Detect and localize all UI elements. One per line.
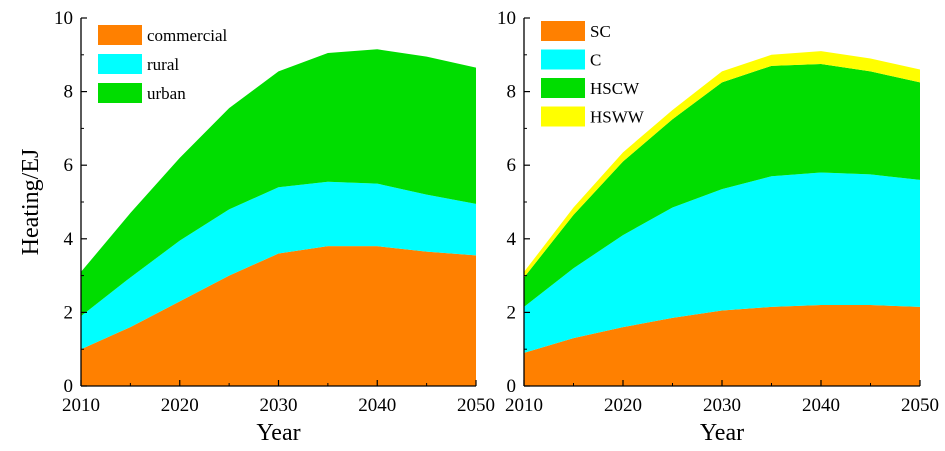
area-rural	[81, 181, 476, 350]
y-tick-label: 10	[54, 8, 73, 29]
x-tick-label: 2030	[260, 395, 298, 416]
y-tick-label: 6	[507, 155, 517, 176]
y-tick-label: 2	[507, 302, 517, 323]
y-tick-label: 8	[507, 82, 517, 103]
y-tick-label: 4	[507, 229, 517, 250]
y-tick-label: 0	[507, 376, 517, 397]
x-tick-label: 2040	[802, 395, 840, 416]
legend-label-urban: urban	[147, 84, 186, 103]
legend: SC C HSCW HSWW	[541, 21, 645, 127]
legend-label-c: C	[590, 51, 601, 70]
left-chart-panel: 0 2 4 6 8 10 2010 2020 2030 2040 2050 Year Heating/E…	[18, 8, 495, 446]
legend-label-hscw: HSCW	[590, 79, 640, 98]
y-axis-title: Heating/EJ	[18, 149, 44, 256]
x-tick-label: 2030	[703, 395, 741, 416]
x-axis-title: Year	[700, 420, 744, 446]
legend-label-sc: SC	[590, 22, 611, 41]
legend-swatch-sc	[541, 21, 585, 41]
area-commercial	[81, 246, 476, 386]
legend-swatch-commercial	[98, 25, 142, 45]
x-tick-label: 2050	[457, 395, 495, 416]
legend-swatch-hsww	[541, 106, 585, 127]
area-sc	[524, 305, 920, 386]
x-tick-label: 2040	[358, 395, 396, 416]
x-axis-title: Year	[256, 420, 300, 446]
x-tick-label: 2050	[901, 395, 939, 416]
x-tick-label: 2010	[505, 395, 543, 416]
x-tick-label: 2010	[62, 395, 100, 416]
x-tick-label: 2020	[604, 395, 642, 416]
area-hscw	[524, 64, 920, 307]
legend-swatch-hscw	[541, 78, 585, 98]
legend-swatch-c	[541, 49, 585, 70]
y-tick-label: 4	[64, 229, 74, 250]
y-tick-label: 10	[497, 8, 516, 29]
legend-label-hsww: HSWW	[590, 108, 645, 127]
y-tick-label: 6	[64, 155, 74, 176]
legend-swatch-rural	[98, 54, 142, 74]
area-urban	[81, 49, 476, 317]
area-c	[524, 172, 920, 353]
y-tick-label: 8	[64, 82, 74, 103]
legend-swatch-urban	[98, 83, 142, 103]
y-tick-label: 2	[64, 302, 74, 323]
x-tick-label: 2020	[161, 395, 199, 416]
y-tick-label: 0	[64, 376, 74, 397]
legend: commercial rural urban	[98, 25, 228, 103]
right-chart-panel: 0 2 4 6 8 10 2010 2020 2030 2040 2050 Year SC C HSCW HS…	[497, 8, 939, 446]
legend-label-rural: rural	[147, 55, 179, 74]
legend-label-commercial: commercial	[147, 26, 228, 45]
